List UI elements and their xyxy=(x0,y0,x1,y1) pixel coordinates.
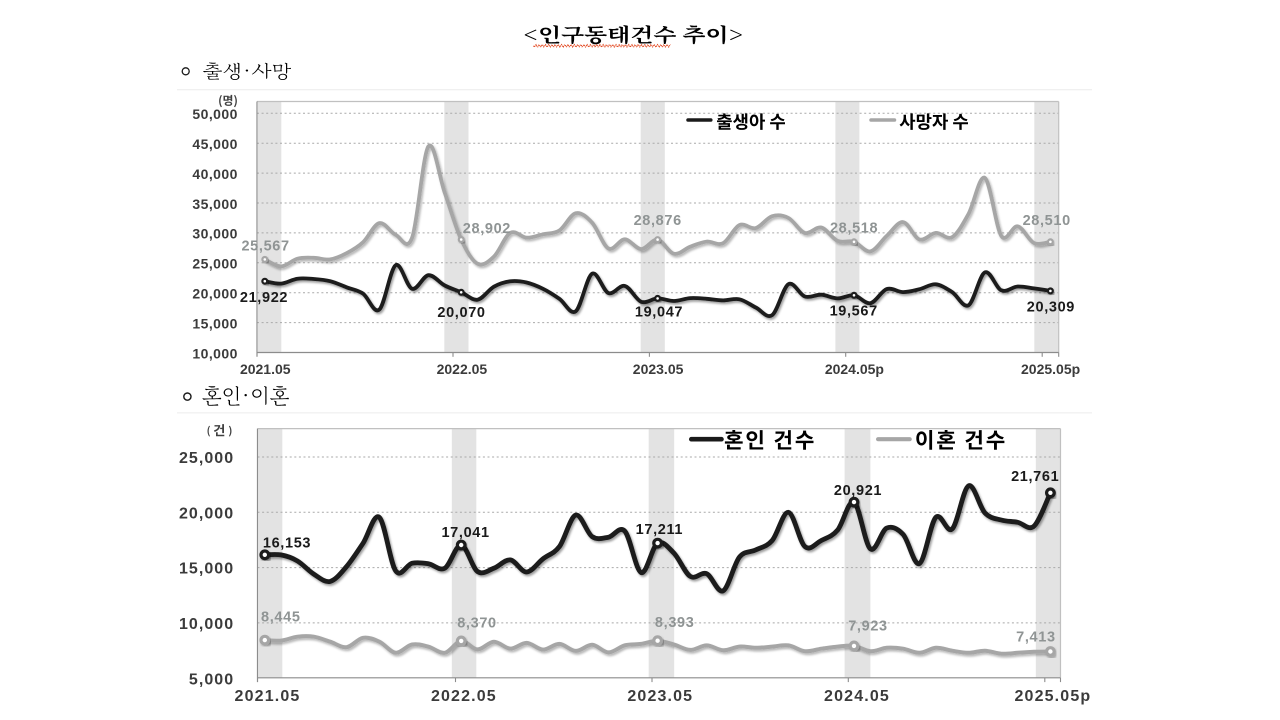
svg-text:30,000: 30,000 xyxy=(192,226,238,242)
svg-text:2025.05p: 2025.05p xyxy=(1014,688,1091,705)
svg-text:17,041: 17,041 xyxy=(441,525,489,541)
svg-text:2022.05: 2022.05 xyxy=(437,361,488,377)
svg-text:20,309: 20,309 xyxy=(1027,299,1075,315)
svg-text:25,567: 25,567 xyxy=(241,238,289,254)
svg-text:25,000: 25,000 xyxy=(192,256,238,272)
svg-text:40,000: 40,000 xyxy=(192,166,238,182)
svg-text:15,000: 15,000 xyxy=(179,561,234,578)
svg-text:2025.05p: 2025.05p xyxy=(1021,361,1080,377)
svg-text:5,000: 5,000 xyxy=(189,671,234,688)
svg-text:16,153: 16,153 xyxy=(263,535,311,551)
svg-text:20,000: 20,000 xyxy=(192,286,238,302)
svg-text:7,413: 7,413 xyxy=(1016,629,1056,645)
svg-text:28,876: 28,876 xyxy=(634,213,682,229)
svg-text:2022.05: 2022.05 xyxy=(431,688,497,705)
svg-text:8,445: 8,445 xyxy=(261,610,301,626)
svg-text:28,510: 28,510 xyxy=(1023,213,1071,229)
svg-text:50,000: 50,000 xyxy=(192,106,238,122)
svg-text:2021.05: 2021.05 xyxy=(240,361,291,377)
svg-text:2024.05p: 2024.05p xyxy=(825,361,884,377)
svg-text:2024.05: 2024.05 xyxy=(824,688,890,705)
svg-text:45,000: 45,000 xyxy=(192,136,238,152)
svg-text:10,000: 10,000 xyxy=(192,345,238,361)
svg-text:19,567: 19,567 xyxy=(830,303,878,319)
svg-text:20,070: 20,070 xyxy=(437,305,485,321)
svg-text:21,922: 21,922 xyxy=(240,290,288,306)
svg-text:2023.05: 2023.05 xyxy=(627,688,693,705)
svg-text:25,000: 25,000 xyxy=(179,450,234,467)
svg-text:8,370: 8,370 xyxy=(457,615,497,631)
svg-text:7,923: 7,923 xyxy=(848,618,888,634)
svg-text:8,393: 8,393 xyxy=(655,615,695,631)
svg-text:21,761: 21,761 xyxy=(1011,469,1059,485)
svg-text:2021.05: 2021.05 xyxy=(235,688,301,705)
svg-text:28,902: 28,902 xyxy=(463,221,511,237)
svg-text:2023.05: 2023.05 xyxy=(633,361,684,377)
svg-text:17,211: 17,211 xyxy=(636,522,683,538)
svg-text:28,518: 28,518 xyxy=(830,220,878,236)
svg-text:19,047: 19,047 xyxy=(635,305,683,321)
svg-text:20,000: 20,000 xyxy=(179,505,234,522)
svg-text:15,000: 15,000 xyxy=(192,315,238,331)
svg-text:35,000: 35,000 xyxy=(192,196,238,212)
svg-text:20,921: 20,921 xyxy=(834,483,882,499)
svg-text:10,000: 10,000 xyxy=(179,616,234,633)
